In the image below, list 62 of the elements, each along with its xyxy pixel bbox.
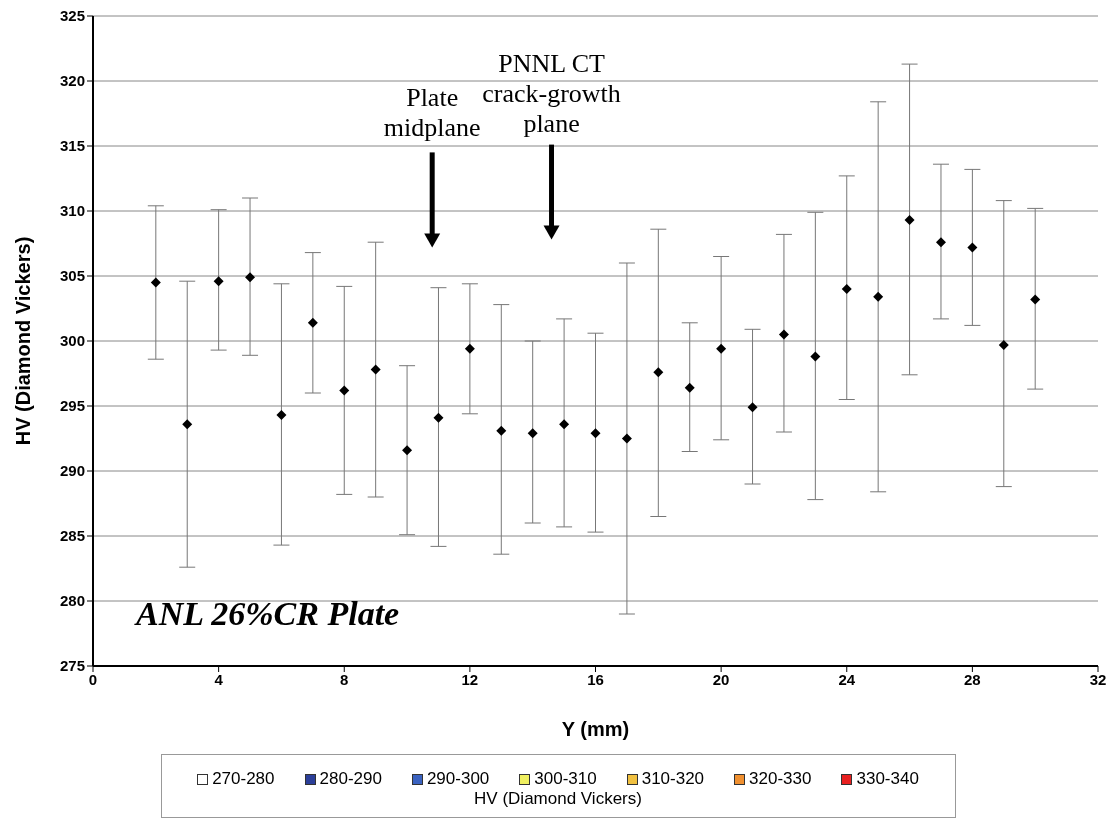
legend-label: 270-280 [211,769,275,789]
point [276,410,287,421]
point [464,343,475,354]
x-tick-label: 28 [964,670,981,688]
point [433,412,444,423]
y-tick-label: 285 [59,527,85,545]
point [778,329,789,340]
point [653,367,664,378]
point [1030,294,1041,305]
point [935,237,946,248]
y-tick-label: 280 [59,592,85,610]
x-tick-label: 12 [461,670,479,688]
point [307,317,318,328]
point [150,277,161,288]
y-tick-label: 315 [59,137,85,155]
legend-label: 330-340 [855,769,919,789]
point [590,428,601,439]
y-tick-label: 290 [59,462,85,480]
annotation: PNNL CT crack-growth plane [482,48,621,138]
point [339,385,350,396]
y-tick-label: 320 [59,72,85,90]
legend-label: 280-290 [318,769,382,789]
point [684,382,695,393]
legend-label: 300-310 [533,769,597,789]
y-tick-label: 295 [59,397,85,415]
point [904,215,915,226]
y-axis-title: HV (Diamond Vickers) [12,236,35,446]
point [810,351,821,362]
point [873,291,884,302]
legend-title: HV (Diamond Vickers) [473,789,643,809]
point [496,425,507,436]
point [747,402,758,413]
x-tick-label: 4 [214,670,224,688]
annotation: ANL 26%CR Plate [134,595,400,632]
point [213,276,224,287]
annotation: Plate midplane [383,83,481,143]
legend-label: 310-320 [640,769,705,789]
x-tick-label: 20 [712,670,730,688]
legend-label: 320-330 [748,769,812,789]
y-tick-label: 310 [59,202,85,220]
y-tick-label: 300 [59,332,85,350]
x-tick-label: 24 [838,670,856,688]
point [559,419,570,430]
point [402,445,413,456]
x-tick-label: 8 [340,670,349,688]
y-tick-label: 325 [59,7,85,25]
point [527,428,538,439]
x-tick-label: 32 [1089,670,1107,688]
point [967,242,978,253]
legend-label: 290-300 [425,769,490,789]
point [716,343,727,354]
point [998,339,1009,350]
point [370,364,381,375]
point [245,272,256,283]
x-tick-label: 16 [587,670,604,688]
x-tick-label: 0 [88,670,98,688]
point [621,433,632,444]
y-tick-label: 305 [59,267,85,285]
y-tick-label: 275 [59,657,85,675]
point [182,419,193,430]
x-axis-title: Y (mm) [561,718,630,740]
point [841,284,852,294]
